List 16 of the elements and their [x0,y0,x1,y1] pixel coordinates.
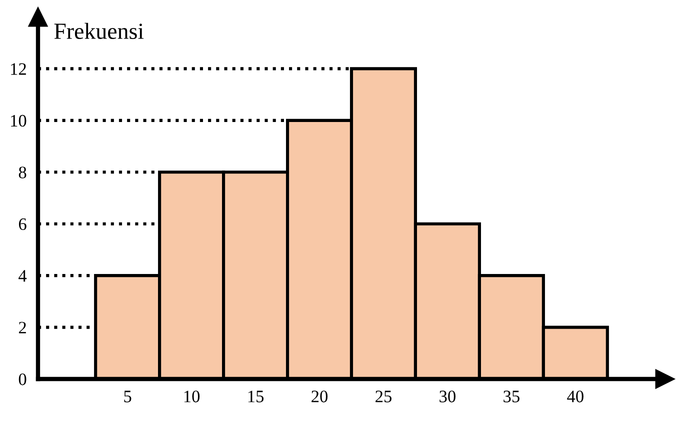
y-axis-title: Frekuensi [54,22,144,40]
x-tick-label: 40 [567,390,584,402]
x-tick-label: 10 [184,390,200,402]
y-tick-label: 12 [11,63,26,75]
y-tick-label: 2 [18,322,26,334]
y-tick-label: 0 [18,373,26,386]
x-tick-label: 20 [312,390,328,402]
y-tick-label: 8 [18,166,26,178]
x-tick-label: 35 [504,390,520,402]
y-tick-label: 4 [18,270,27,282]
x-tick-label: 15 [248,390,264,402]
x-tick-label: 25 [376,390,392,402]
y-tick-label: 6 [18,218,26,230]
x-tick-label: 5 [124,390,132,402]
x-tick-label: 30 [440,390,456,402]
y-tick-label: 10 [11,114,26,127]
